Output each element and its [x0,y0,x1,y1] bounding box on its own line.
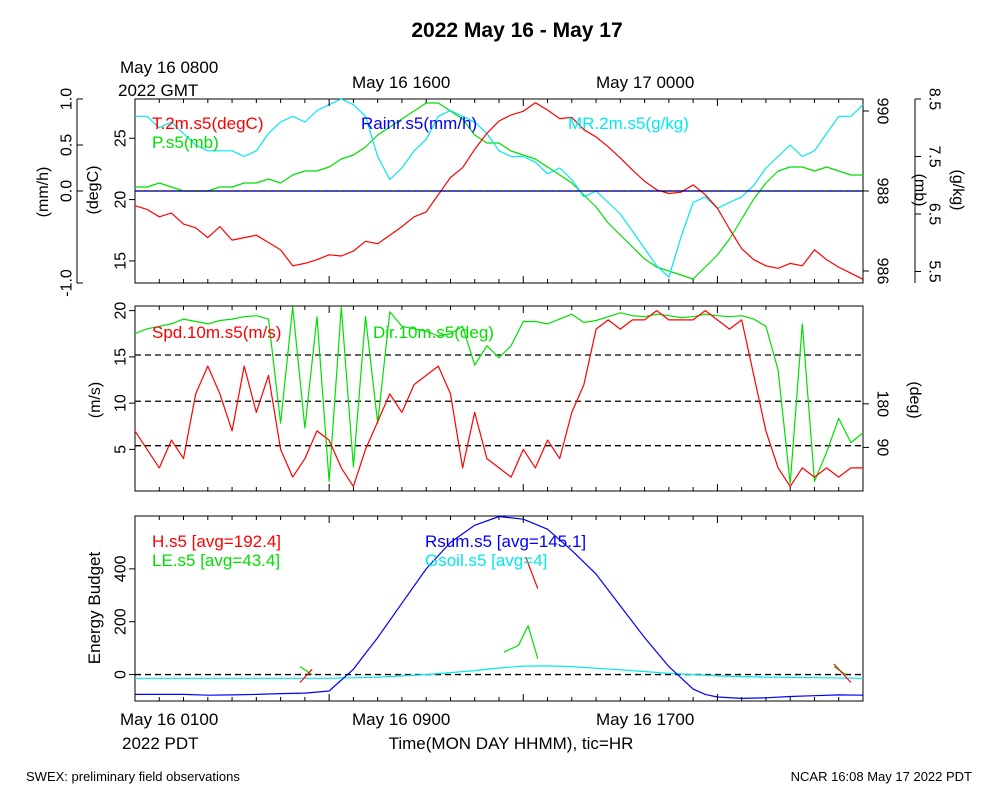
pdt-mid1: May 16 0900 [352,710,450,729]
legend-pres: P.s5(mb) [152,133,219,152]
legend-le: LE.s5 [avg=43.4] [152,551,280,570]
rain-tick-label: 0.5 [59,134,76,156]
speed-line [134,310,863,487]
temp-tick-label: 20 [113,191,130,209]
chart-title: 2022 May 16 - May 17 [411,19,622,42]
mr-tick-label: 7.5 [925,145,942,167]
h-segment [833,663,852,683]
le-segment [503,625,539,659]
legend-gsoil: Gsoil.s5 [avg=4] [425,551,547,570]
energy-tick-label: 0 [113,670,130,679]
rain-tick-label: -1.0 [59,269,76,297]
le-segment [299,666,313,676]
mr-axis-label: (g/kg) [949,170,966,211]
mr-tick-label: 5.5 [925,260,942,282]
rain-tick-label: 0.0 [59,180,76,202]
mr-tick-label: 8.5 [925,88,942,110]
rain-axis-label: (mm/h) [35,167,52,218]
h-segment [525,556,539,589]
h-segment [299,668,313,683]
pres-tick-label: 988 [873,178,890,205]
pdt-start-zone: 2022 PDT [122,734,199,753]
dir-tick-label: 90 [873,439,890,457]
temp-tick-label: 15 [113,252,130,270]
pdt-start-date: May 16 0100 [120,710,218,729]
direction-line [134,306,864,485]
speed-tick-label: 10 [113,394,130,412]
legend-h: H.s5 [avg=192.4] [152,532,281,551]
footer-left: SWEX: preliminary field observations [26,769,240,784]
pres-axis-label: (mb) [911,174,928,207]
pdt-mid2: May 16 1700 [596,710,694,729]
gmt-start-zone: 2022 GMT [118,81,198,100]
legend-rain: Rainr.s5(mm/h) [361,114,477,133]
speed-tick-label: 20 [113,302,130,320]
speed-axis-label: (m/s) [87,382,104,418]
footer-right: NCAR 16:08 May 17 2022 PDT [791,769,972,784]
gmt-start-date: May 16 0800 [120,58,218,77]
energy-plot: 0 200 400 [113,515,864,701]
speed-tick-label: 5 [113,445,130,454]
legend-speed: Spd.10m.s5(m/s) [152,323,281,342]
gmt-mid1: May 16 1600 [352,73,450,92]
dir-axis-label: (deg) [906,381,923,418]
x-axis-label: Time(MON DAY HHMM), tic=HR [389,734,634,753]
pres-tick-label: 986 [873,258,890,285]
temp-tick-label: 25 [113,129,130,147]
gsoil-line [135,665,864,679]
energy-axis-label: Energy Budget [85,551,104,664]
legend-rsum: Rsum.s5 [avg=145.1] [425,532,586,551]
wind-plot: 5 10 15 20 90 180 [113,302,890,491]
temperature-line [134,102,864,280]
pressure-line [135,102,863,280]
dir-tick-label: 180 [873,390,890,417]
atmos-plot: -1.0 0.0 0.5 1.0 15 20 25 986 988 990 5.5 6.5 7.5 8.5 [59,88,943,297]
energy-tick-label: 200 [113,608,130,635]
mixing-ratio-line [135,98,864,278]
temp-axis-label: (degC) [85,166,102,215]
legend-dir: Dir.10m.s5(deg) [373,323,494,342]
legend-mr: MR.2m.s5(g/kg) [568,114,689,133]
legend-temp: T.2m.s5(degC) [152,114,263,133]
speed-tick-label: 15 [113,348,130,366]
mr-tick-label: 6.5 [925,203,942,225]
pres-tick-label: 990 [873,98,890,125]
gmt-mid2: May 17 0000 [596,73,694,92]
rain-tick-label: 1.0 [59,88,76,110]
energy-tick-label: 400 [113,555,130,582]
